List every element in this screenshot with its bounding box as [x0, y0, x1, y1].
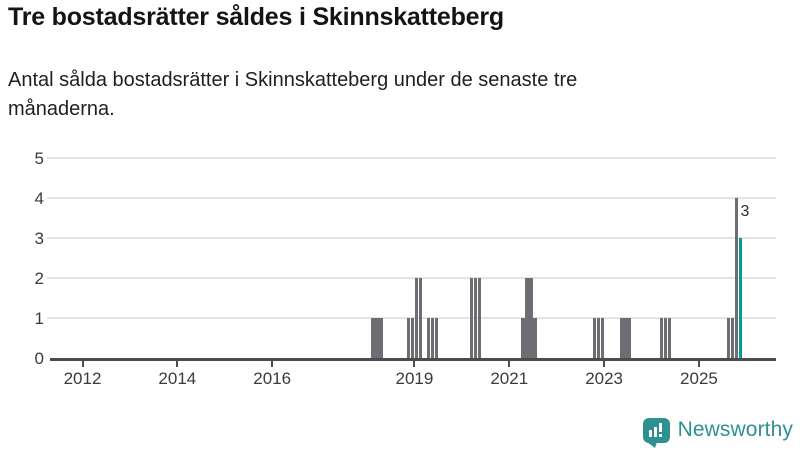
- x-axis-label-2021: 2021: [490, 369, 529, 388]
- bar-2022-10: [592, 318, 596, 358]
- x-axis-label-2012: 2012: [63, 369, 102, 388]
- x-axis-label-2014: 2014: [158, 369, 197, 388]
- bar-2024-04: [663, 318, 668, 358]
- speech-bubble-tail: [646, 441, 657, 448]
- bar-2020-04: [474, 278, 478, 358]
- logo-bar-2: [653, 426, 657, 437]
- x-axis-tick-2023: [603, 361, 606, 367]
- brand-name: Newsworthy: [677, 418, 793, 441]
- x-axis-line: [50, 358, 776, 361]
- bar-2018-03: [375, 318, 379, 358]
- newsworthy-logo-link[interactable]: Newsworthy: [642, 414, 793, 448]
- bar-2022-11: [596, 318, 600, 358]
- x-axis-tick-2014: [176, 361, 179, 367]
- bar-2022-12: [600, 318, 604, 358]
- bar-2023-06: [624, 318, 628, 358]
- bar-2019-02: [418, 278, 423, 358]
- logo-exclamation-bar: [658, 422, 662, 432]
- bar-2021-06: [529, 278, 533, 358]
- y-axis-label-4: 4: [34, 189, 44, 208]
- logo-exclamation-dot: [658, 433, 662, 437]
- x-axis-tick-2019: [413, 361, 416, 367]
- bar-2018-11: [406, 318, 411, 358]
- bar-2019-04: [426, 318, 430, 358]
- bar-2020-05: [478, 278, 482, 358]
- x-axis-tick-2025: [697, 361, 700, 367]
- bar-2021-05: [525, 278, 529, 358]
- bar-2019-01: [414, 278, 419, 358]
- gridline-y-4: [47, 197, 776, 199]
- y-axis-label-1: 1: [34, 309, 44, 328]
- bar-2025-08: [726, 318, 731, 358]
- x-axis-tick-2021: [508, 361, 511, 367]
- x-axis-tick-2012: [81, 361, 84, 367]
- y-axis-label-3: 3: [34, 229, 44, 248]
- bar-2020-03: [470, 278, 474, 358]
- x-axis-label-2019: 2019: [395, 369, 434, 388]
- bar-2023-05: [620, 318, 624, 358]
- highlight-value-label: 3: [740, 203, 750, 220]
- bar-2024-03: [659, 318, 664, 358]
- gridline-y-2: [47, 277, 776, 279]
- chart-subtitle-line-2: månaderna.: [8, 98, 115, 120]
- y-axis-label-5: 5: [34, 149, 44, 168]
- x-axis-tick-2016: [271, 361, 274, 367]
- bar-2018-02: [371, 318, 375, 358]
- bar-2025-10: [734, 198, 739, 358]
- logo-bar-1: [648, 429, 652, 437]
- bar-2019-05: [430, 318, 434, 358]
- chart-subtitle-line-1: Antal sålda bostadsrätter i Skinnskatteb…: [8, 69, 578, 91]
- gridline-y-3: [47, 237, 776, 239]
- chart-title: Tre bostadsrätter såldes i Skinnskattebe…: [8, 3, 504, 31]
- bar-2021-07: [533, 318, 537, 358]
- x-axis-label-2016: 2016: [253, 369, 292, 388]
- bar-2023-07: [628, 318, 632, 358]
- chart-subtitle: Antal sålda bostadsrätter i Skinnskatteb…: [8, 66, 768, 124]
- y-axis-label-2: 2: [34, 269, 44, 288]
- bar-2019-06: [434, 318, 438, 358]
- bar-2025-09: [730, 318, 735, 358]
- bar-2021-04: [521, 318, 525, 358]
- bar-chart-speech-bubble-icon: [642, 417, 670, 448]
- x-axis-label-2023: 2023: [585, 369, 624, 388]
- x-axis-label-2025: 2025: [680, 369, 718, 388]
- y-axis-label-0: 0: [34, 349, 44, 368]
- bar-2018-12: [410, 318, 415, 358]
- bar-2018-04: [379, 318, 383, 358]
- gridline-y-5: [47, 157, 776, 159]
- highlight-bar-2025-11: [738, 238, 743, 358]
- bar-2024-05: [667, 318, 671, 358]
